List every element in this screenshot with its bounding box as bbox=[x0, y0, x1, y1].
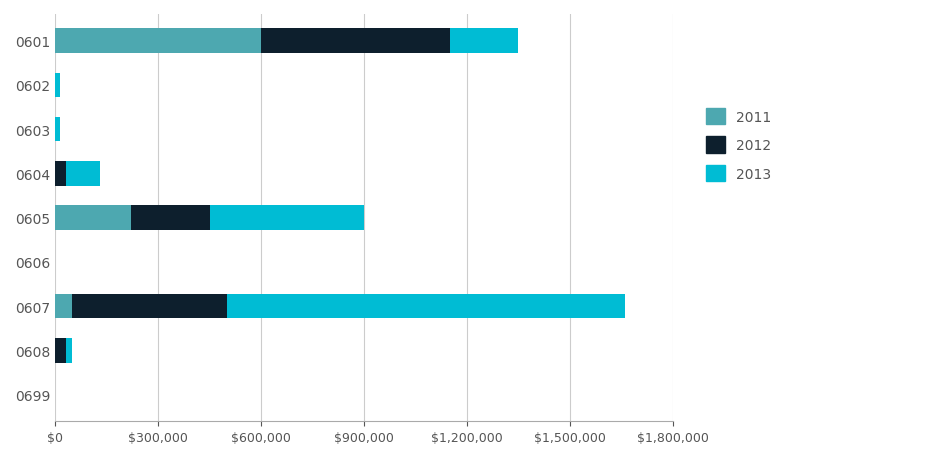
Bar bbox=[227, 294, 624, 319]
Bar bbox=[261, 29, 449, 54]
Bar bbox=[65, 339, 73, 363]
Bar bbox=[55, 339, 65, 363]
Bar bbox=[130, 206, 210, 230]
Bar bbox=[449, 29, 518, 54]
Bar bbox=[55, 118, 60, 142]
Bar bbox=[73, 294, 227, 319]
Legend: 2011, 2012, 2013: 2011, 2012, 2013 bbox=[700, 103, 776, 187]
Bar bbox=[210, 206, 363, 230]
Bar bbox=[55, 73, 60, 98]
Bar bbox=[55, 29, 261, 54]
Bar bbox=[55, 162, 65, 186]
Bar bbox=[55, 206, 130, 230]
Bar bbox=[55, 294, 73, 319]
Bar bbox=[65, 162, 100, 186]
